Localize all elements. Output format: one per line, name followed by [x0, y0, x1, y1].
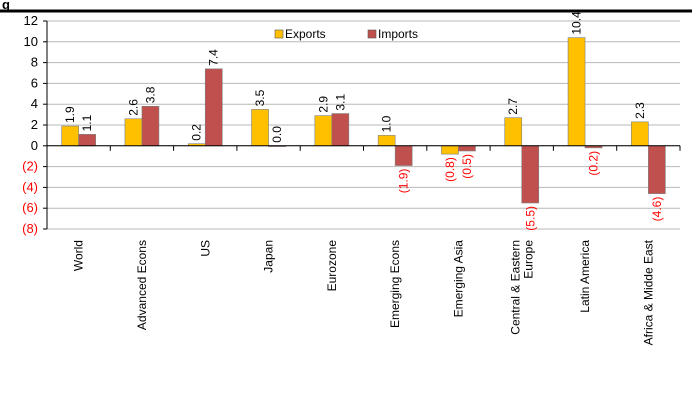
- bar-imports: [648, 145, 666, 194]
- data-label: 0.2: [190, 124, 204, 141]
- data-label: 3.1: [333, 94, 347, 111]
- bar-exports: [504, 117, 523, 147]
- bar-imports: [394, 145, 413, 166]
- bar-imports: [331, 113, 350, 147]
- data-label: 7.4: [207, 49, 221, 66]
- data-label: 2.7: [506, 98, 520, 115]
- data-label: (4.6): [650, 197, 664, 222]
- y-tick-label: (6): [22, 200, 38, 215]
- category-label: World: [72, 240, 86, 271]
- data-label: 1.9: [63, 106, 77, 123]
- data-label: 1.1: [80, 114, 94, 131]
- data-label: (5.5): [523, 206, 537, 231]
- y-tick-label: 12: [24, 13, 38, 28]
- bar-exports: [441, 145, 459, 155]
- data-label: (0.5): [460, 154, 474, 179]
- bar-exports: [314, 115, 333, 147]
- y-tick-label: (8): [22, 221, 38, 236]
- data-label: 0.0: [270, 126, 284, 143]
- bar-imports: [204, 68, 223, 147]
- data-label: 3.8: [143, 86, 157, 103]
- data-label: 2.9: [316, 96, 330, 113]
- bar-exports: [377, 135, 396, 147]
- data-label: 10.4: [570, 11, 584, 35]
- y-tick-label: 8: [31, 55, 38, 70]
- legend: Exports Imports: [274, 27, 418, 41]
- category-label: Advanced Econs: [135, 240, 149, 330]
- category-label: Emerging Asia: [451, 240, 465, 318]
- category-label: Central & Eastern: [508, 240, 522, 335]
- category-label: Africa & Midde East: [641, 239, 655, 345]
- category-label: Emerging Econs: [388, 240, 402, 328]
- y-tick-label: (4): [22, 179, 38, 194]
- y-tick-label: (2): [22, 159, 38, 174]
- bar-imports: [78, 134, 96, 147]
- data-label: 3.5: [253, 89, 267, 106]
- category-label: Europe: [521, 240, 535, 279]
- bar-exports: [124, 118, 143, 147]
- legend-label-exports: Exports: [285, 27, 326, 41]
- bar-imports: [141, 105, 160, 147]
- data-label: 2.6: [126, 99, 140, 116]
- y-tick-label: 6: [31, 75, 38, 90]
- y-tick-label: 0: [31, 138, 38, 153]
- data-label: 1.0: [380, 115, 394, 132]
- bar-imports: [521, 145, 540, 204]
- category-label: US: [198, 240, 212, 257]
- legend-label-imports: Imports: [378, 27, 418, 41]
- y-tick-label: 10: [24, 34, 38, 49]
- category-labels: World Advanced Econs US Japan Eurozone Emergi…: [72, 239, 656, 345]
- data-labels: 1.9 2.6 0.2 3.5 2.9 1.0 (0.8) 2.7 10.4 2.3 1.1 3.8 7…: [63, 11, 664, 231]
- data-label: 2.3: [633, 102, 647, 119]
- legend-swatch-exports: [274, 29, 284, 39]
- bar-exports: [61, 125, 79, 147]
- data-label: (0.8): [443, 157, 457, 182]
- bar-exports: [631, 121, 649, 147]
- chart-title-fragment: g: [2, 0, 10, 12]
- category-label: Japan: [262, 240, 276, 273]
- bar-exports: [251, 109, 269, 147]
- category-label: Latin America: [578, 240, 592, 313]
- bar-exports: [567, 37, 586, 147]
- bar-imports: [458, 145, 476, 152]
- axes: 12 10 8 6 4 2 0 (2) (4) (6) (8): [22, 13, 681, 236]
- legend-swatch-imports: [367, 29, 377, 39]
- y-tick-label: 2: [31, 117, 38, 132]
- y-tick-label: 4: [31, 96, 38, 111]
- data-label: (1.9): [397, 169, 411, 194]
- data-label: (0.2): [587, 151, 601, 176]
- category-label: Eurozone: [325, 240, 339, 292]
